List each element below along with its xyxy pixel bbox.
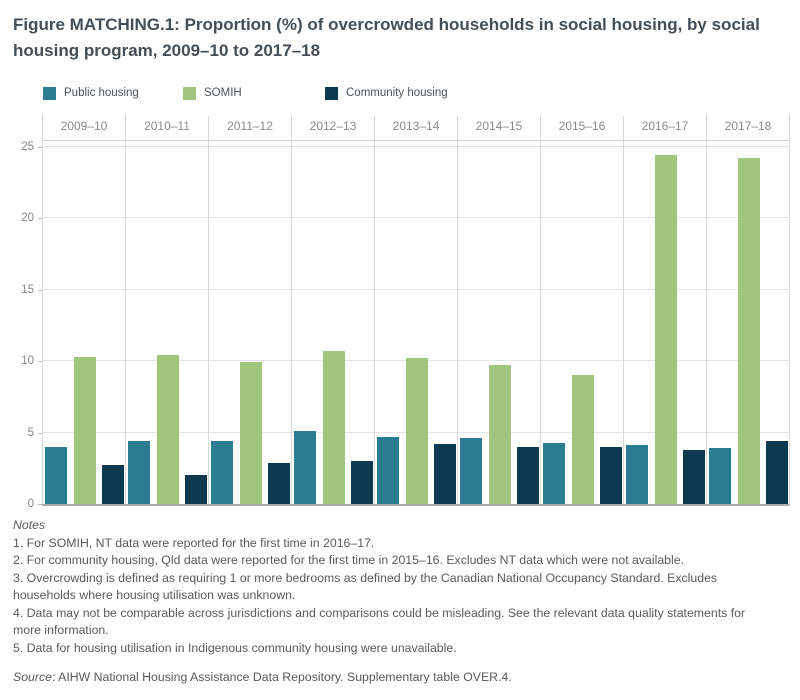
category-label: 2013–14 bbox=[392, 119, 440, 133]
bar-somih-2009–10[interactable] bbox=[73, 356, 96, 504]
bar-somih-2010–11[interactable] bbox=[156, 355, 179, 504]
bar-community-housing-2016–17[interactable] bbox=[683, 449, 705, 504]
legend-swatch-community-housing bbox=[325, 86, 338, 100]
plot-area: 2009–10 2010–11 2011–12 2012–13 2013–14 2014–… bbox=[42, 116, 790, 506]
bar-somih-2012–13[interactable] bbox=[322, 351, 345, 504]
panel-2013–14: 2013–14 bbox=[374, 116, 457, 504]
bar-community-housing-2009–10[interactable] bbox=[102, 465, 124, 504]
y-tick-label-10: 10 bbox=[21, 355, 34, 367]
y-tick-mark-5 bbox=[38, 432, 42, 434]
category-label: 2015–16 bbox=[558, 119, 606, 133]
panel-2010–11: 2010–11 bbox=[125, 116, 208, 504]
panel-2012–13: 2012–13 bbox=[291, 116, 374, 504]
legend-swatch-public-housing bbox=[43, 86, 56, 100]
y-tick-label-0: 0 bbox=[27, 498, 34, 510]
note-5-line: 5. Data for housing utilisation in Indig… bbox=[13, 640, 457, 655]
y-tick-mark-0 bbox=[38, 504, 42, 505]
y-tick-label-15: 15 bbox=[21, 283, 34, 296]
note-3-line: 3. Overcrowding is defined as requiring … bbox=[13, 570, 718, 585]
legend-item-somih[interactable]: SOMIH bbox=[183, 86, 242, 100]
figure-title: Figure MATCHING.1: Proportion (%) of ove… bbox=[13, 15, 760, 60]
category-label: 2014–15 bbox=[475, 119, 523, 133]
category-label: 2017–18 bbox=[724, 119, 772, 133]
note-3-line: households where housing utilisation was… bbox=[13, 588, 296, 602]
category-label: 2010–11 bbox=[144, 119, 190, 133]
bar-public-housing-2017–18[interactable] bbox=[709, 448, 731, 504]
panel-2017–18: 2017–18 bbox=[706, 116, 789, 504]
legend-item-community-housing[interactable]: Community housing bbox=[325, 86, 448, 100]
bar-public-housing-2013–14[interactable] bbox=[377, 436, 399, 504]
notes-body: 1. For SOMIH, NT data were reported for … bbox=[13, 535, 793, 658]
panel-2014–15: 2014–15 bbox=[457, 116, 540, 504]
source-line: Source: AIHW National Housing Assistance… bbox=[13, 669, 793, 687]
note-4-line: 4. Data may not be comparable across jur… bbox=[13, 605, 746, 620]
notes-section: Notes 1. For SOMIH, NT data were reporte… bbox=[13, 517, 793, 657]
bar-community-housing-2015–16[interactable] bbox=[600, 446, 622, 504]
bar-public-housing-2015–16[interactable] bbox=[543, 442, 565, 504]
panel-2009–10: 2009–10 bbox=[42, 116, 125, 504]
category-label: 2016–17 bbox=[641, 119, 689, 133]
category-label: 2009–10 bbox=[60, 119, 108, 133]
bar-community-housing-2014–15[interactable] bbox=[517, 446, 539, 504]
note-2-line: 2. For community housing, Qld data were … bbox=[13, 553, 684, 567]
bar-public-housing-2010–11[interactable] bbox=[128, 441, 150, 504]
category-label: 2012–13 bbox=[309, 119, 357, 133]
y-tick-mark-15 bbox=[38, 289, 42, 291]
panel-2015–16: 2015–16 bbox=[540, 116, 623, 504]
y-tick-mark-10 bbox=[38, 361, 42, 362]
legend-swatch-somih bbox=[183, 86, 196, 100]
bar-somih-2011–12[interactable] bbox=[239, 362, 262, 504]
bar-somih-2017–18[interactable] bbox=[737, 157, 760, 504]
bar-public-housing-2014–15[interactable] bbox=[460, 438, 482, 504]
plot-top-border bbox=[42, 140, 789, 141]
note-1-line: 1. For SOMIH, NT data were reported for … bbox=[13, 535, 375, 550]
bar-public-housing-2009–10[interactable] bbox=[45, 446, 67, 504]
y-tick-label-25: 25 bbox=[21, 140, 34, 153]
category-label: 2011–12 bbox=[227, 119, 273, 133]
notes-heading: Notes bbox=[13, 518, 46, 532]
panel-2016–17: 2016–17 bbox=[623, 116, 706, 504]
gridline-20 bbox=[42, 217, 789, 218]
bar-community-housing-2017–18[interactable] bbox=[766, 441, 788, 504]
source-prefix: Source bbox=[13, 670, 52, 684]
legend-label: SOMIH bbox=[204, 87, 242, 99]
y-tick-mark-20 bbox=[38, 218, 42, 219]
gridline-15 bbox=[42, 288, 789, 290]
legend-label: Community housing bbox=[346, 87, 448, 99]
legend-item-public-housing[interactable]: Public housing bbox=[43, 86, 139, 100]
source-text: : AIHW National Housing Assistance Data … bbox=[51, 670, 512, 684]
bar-somih-2016–17[interactable] bbox=[654, 155, 677, 504]
panel-2011–12: 2011–12 bbox=[208, 116, 291, 504]
y-tick-label-5: 5 bbox=[27, 426, 34, 439]
bar-public-housing-2012–13[interactable] bbox=[294, 431, 316, 504]
bar-somih-2014–15[interactable] bbox=[488, 365, 511, 504]
y-tick-mark-25 bbox=[38, 146, 42, 148]
bar-community-housing-2013–14[interactable] bbox=[434, 443, 456, 504]
note-4-line: more information. bbox=[13, 623, 109, 637]
bar-public-housing-2016–17[interactable] bbox=[626, 445, 648, 504]
bar-community-housing-2012–13[interactable] bbox=[351, 461, 373, 504]
bar-somih-2015–16[interactable] bbox=[571, 375, 594, 504]
bar-public-housing-2011–12[interactable] bbox=[211, 441, 233, 504]
y-tick-label-20: 20 bbox=[21, 212, 34, 224]
bar-community-housing-2011–12[interactable] bbox=[268, 462, 290, 504]
gridline-25 bbox=[42, 145, 789, 147]
bar-somih-2013–14[interactable] bbox=[405, 358, 428, 504]
bar-community-housing-2010–11[interactable] bbox=[185, 475, 207, 504]
legend-label: Public housing bbox=[64, 87, 139, 99]
